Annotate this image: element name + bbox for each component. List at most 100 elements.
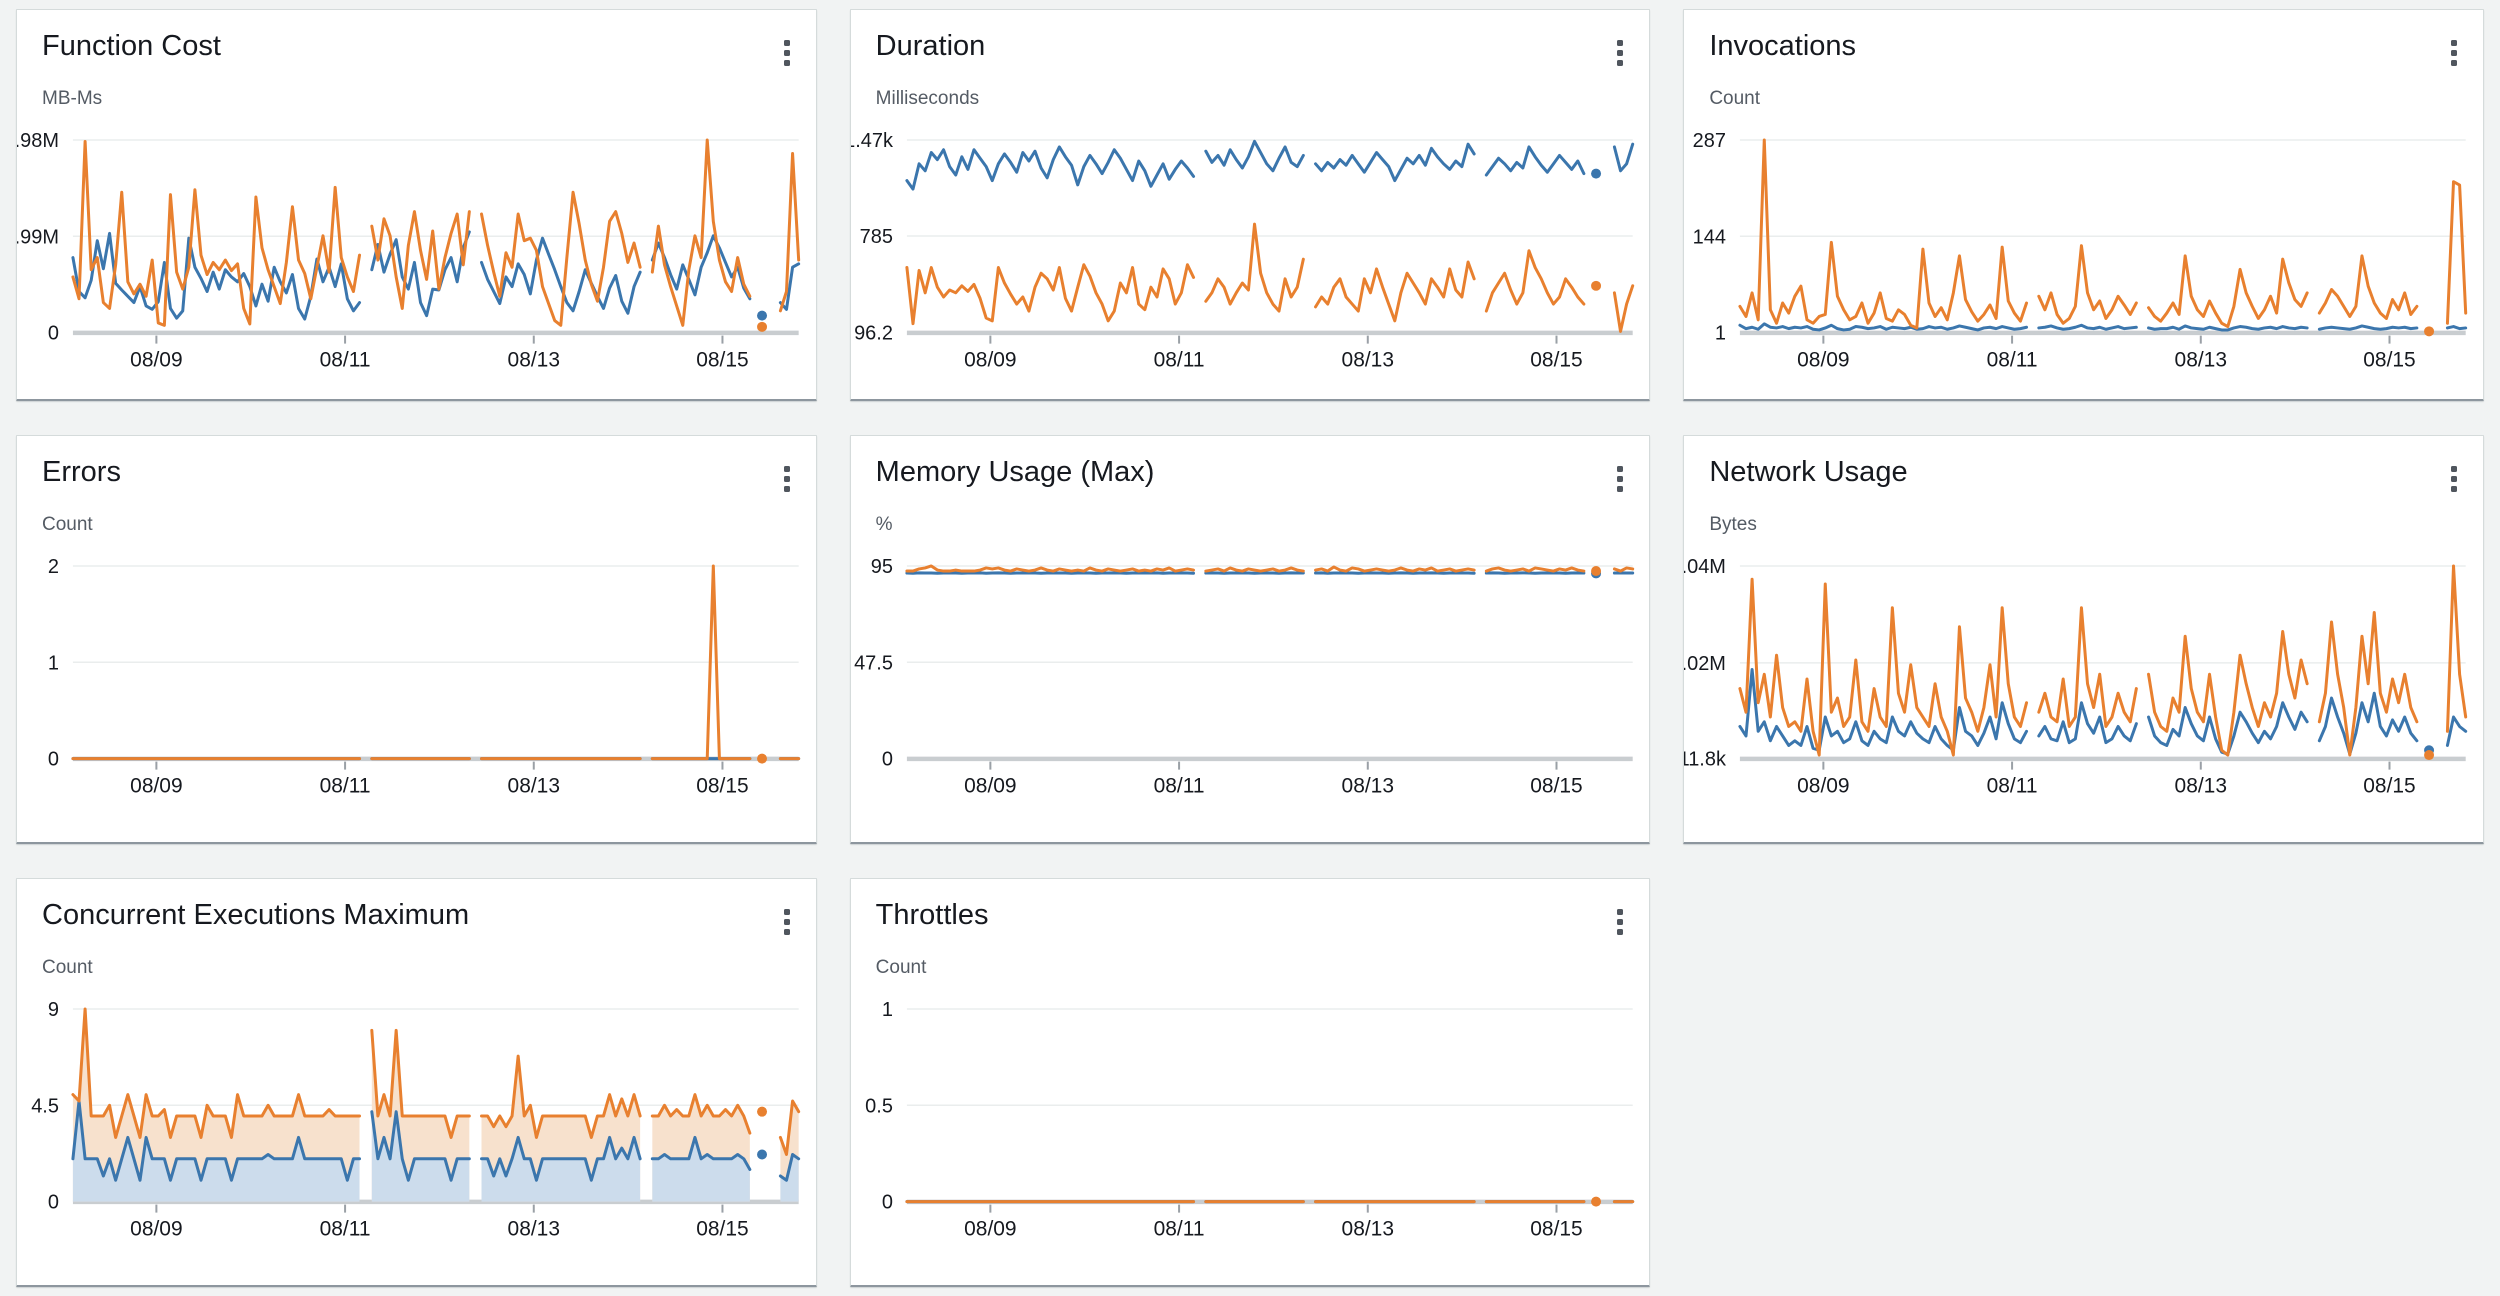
svg-text:08/15: 08/15 [1530,775,1582,798]
svg-text:08/09: 08/09 [964,349,1016,372]
svg-text:96.2: 96.2 [854,323,893,345]
svg-text:1.02M: 1.02M [1684,653,1726,675]
svg-text:1.47k: 1.47k [851,130,893,152]
card-title: Errors [42,456,121,488]
svg-text:08/15: 08/15 [2364,775,2416,798]
card-title: Concurrent Executions Maximum [42,899,470,931]
svg-text:08/11: 08/11 [320,349,371,372]
svg-text:08/09: 08/09 [130,1218,182,1241]
svg-text:08/15: 08/15 [1530,349,1582,372]
svg-text:08/09: 08/09 [1797,775,1849,798]
axis-unit-label: Milliseconds [875,88,980,109]
svg-text:08/13: 08/13 [508,349,560,372]
svg-text:287: 287 [1693,130,1726,152]
svg-text:08/11: 08/11 [1153,775,1204,798]
svg-text:08/15: 08/15 [696,1218,748,1241]
svg-text:08/11: 08/11 [1153,1218,1204,1241]
svg-text:08/13: 08/13 [1341,349,1393,372]
card-network-usage: Network Usage Bytes 2.04M 1.02M 11.8k 08/09… [1683,435,2484,844]
svg-text:08/09: 08/09 [130,349,182,372]
axis-unit-label: Bytes [1709,514,1757,535]
svg-text:08/15: 08/15 [696,775,748,798]
card-concurrent-executions: Concurrent Executions Maximum Count 9 4.5… [16,878,817,1287]
chart-canvas: 3.98M 1.99M 0 08/09 08/11 08/13 08/15 [17,130,801,372]
axis-unit-label: Count [1709,88,1761,109]
kebab-menu-icon[interactable] [2443,32,2465,74]
svg-text:785: 785 [859,226,892,248]
svg-text:08/13: 08/13 [508,775,560,798]
svg-text:08/13: 08/13 [508,1218,560,1241]
axis-unit-label: Count [42,514,93,535]
svg-text:3.98M: 3.98M [17,130,59,152]
card-title: Function Cost [42,30,221,62]
chart-invocations[interactable]: 287 144 1 08/09 08/11 08/13 08/15 [1684,115,2483,377]
svg-text:08/11: 08/11 [1987,775,2038,798]
svg-text:0: 0 [48,1192,59,1214]
svg-text:1.99M: 1.99M [17,226,59,248]
svg-text:0.5: 0.5 [865,1095,893,1117]
svg-text:47.5: 47.5 [854,652,893,674]
svg-text:2: 2 [48,556,59,578]
svg-text:08/15: 08/15 [696,349,748,372]
card-invocations: Invocations Count 287 144 1 08/09 08/11 08/13… [1683,9,2484,401]
svg-text:1: 1 [48,652,59,674]
svg-text:4.5: 4.5 [31,1095,59,1117]
chart-errors[interactable]: 2 1 0 08/09 08/11 08/13 08/15 [17,541,816,803]
svg-text:08/13: 08/13 [1341,775,1393,798]
chart-canvas: 2.04M 1.02M 11.8k 08/09 08/11 08/13 08/15 [1684,556,2468,798]
svg-text:08/11: 08/11 [320,775,371,798]
svg-text:95: 95 [870,556,892,578]
chart-duration[interactable]: 1.47k 785 96.2 08/09 08/11 08/13 08/15 [851,115,1650,377]
svg-text:08/13: 08/13 [2175,775,2227,798]
card-errors: Errors Count 2 1 0 08/09 08/11 08/13 08/15 [16,435,817,844]
svg-text:08/09: 08/09 [964,775,1016,798]
kebab-menu-icon[interactable] [776,458,798,500]
svg-text:08/11: 08/11 [1153,349,1204,372]
svg-text:11.8k: 11.8k [1684,749,1726,771]
svg-text:08/15: 08/15 [2364,349,2416,372]
svg-text:0: 0 [881,749,892,771]
svg-text:08/09: 08/09 [964,1218,1016,1241]
svg-text:1: 1 [1715,323,1726,345]
axis-unit-label: % [875,514,893,535]
axis-unit-label: MB-Ms [42,88,103,109]
kebab-menu-icon[interactable] [776,32,798,74]
chart-canvas: 1.47k 785 96.2 08/09 08/11 08/13 08/15 [851,130,1634,372]
svg-text:08/13: 08/13 [2175,349,2227,372]
svg-text:1: 1 [881,999,892,1021]
svg-text:0: 0 [48,749,59,771]
card-function-cost: Function Cost MB-Ms 3.98M 1.99M 0 08/09 08/1… [16,9,817,401]
kebab-menu-icon[interactable] [2443,458,2465,500]
svg-text:2.04M: 2.04M [1684,556,1726,578]
card-title: Memory Usage (Max) [875,456,1155,488]
chart-canvas: 287 144 1 08/09 08/11 08/13 08/15 [1693,130,2468,372]
card-memory-usage: Memory Usage (Max) % 95 47.5 0 08/09 08/11 08… [849,435,1651,844]
kebab-menu-icon[interactable] [776,901,798,943]
chart-canvas: 95 47.5 0 08/09 08/11 08/13 08/15 [854,556,1634,798]
card-title: Throttles [875,899,989,931]
svg-text:08/11: 08/11 [320,1218,371,1241]
svg-text:08/11: 08/11 [1987,349,2038,372]
svg-text:144: 144 [1693,226,1726,248]
card-title: Duration [875,30,986,62]
chart-memory-usage[interactable]: 95 47.5 0 08/09 08/11 08/13 08/15 [851,541,1650,803]
chart-throttles[interactable]: 1 0.5 0 08/09 08/11 08/13 08/15 [851,984,1650,1246]
kebab-menu-icon[interactable] [1609,901,1631,943]
svg-text:08/09: 08/09 [1797,349,1849,372]
svg-text:9: 9 [48,999,59,1021]
card-title: Invocations [1709,30,1857,62]
chart-concurrent-executions[interactable]: 9 4.5 0 08/09 08/11 08/13 08/15 [17,984,816,1246]
card-title: Network Usage [1709,456,1908,488]
chart-network-usage[interactable]: 2.04M 1.02M 11.8k 08/09 08/11 08/13 08/15 [1684,541,2483,803]
svg-text:0: 0 [881,1192,892,1214]
kebab-menu-icon[interactable] [1609,32,1631,74]
svg-text:08/13: 08/13 [1341,1218,1393,1241]
axis-unit-label: Count [42,957,93,978]
chart-canvas: 2 1 0 08/09 08/11 08/13 08/15 [48,556,801,798]
axis-unit-label: Count [875,957,927,978]
chart-function-cost[interactable]: 3.98M 1.99M 0 08/09 08/11 08/13 08/15 [17,115,816,377]
chart-canvas: 1 0.5 0 08/09 08/11 08/13 08/15 [865,999,1634,1241]
card-duration: Duration Milliseconds 1.47k 785 96.2 08/09 0… [849,9,1651,401]
kebab-menu-icon[interactable] [1609,458,1631,500]
